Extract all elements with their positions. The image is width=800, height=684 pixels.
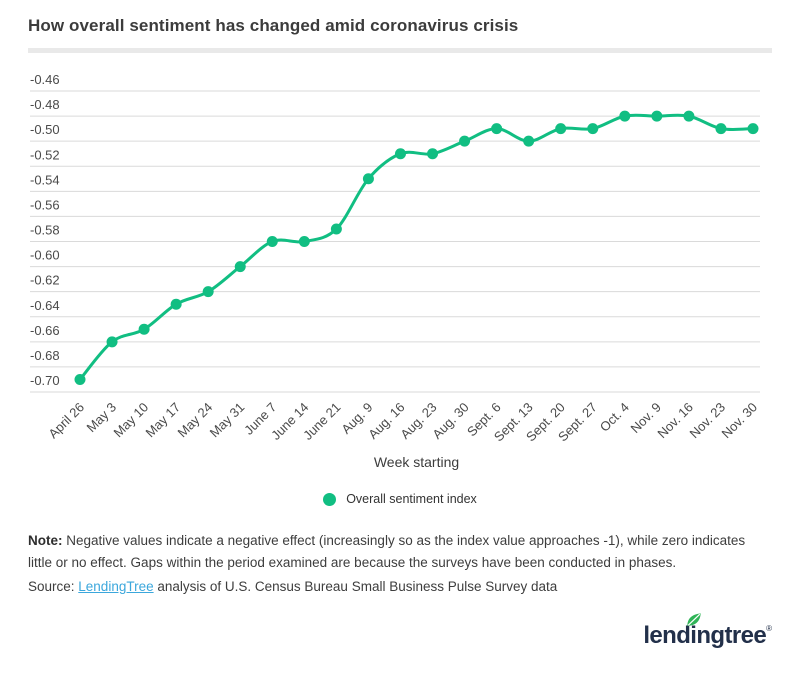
lendingtree-logo: lendingtree®: [643, 613, 772, 649]
data-point-aug-30: [459, 135, 471, 147]
y-tick-label: -0.62: [30, 273, 60, 288]
chart-legend: Overall sentiment index: [28, 492, 772, 506]
x-axis-title: Week starting: [374, 454, 459, 470]
y-tick-label: -0.66: [30, 323, 60, 338]
y-tick-label: -0.56: [30, 197, 60, 212]
data-point-june-7: [266, 236, 278, 247]
data-point-oct-4: [619, 110, 631, 122]
x-tick-label: Aug. 30: [429, 400, 471, 442]
legend-label: Overall sentiment index: [346, 492, 477, 506]
data-point-nov-30: [747, 123, 759, 135]
y-tick-label: -0.70: [30, 373, 60, 388]
y-tick-label: -0.50: [30, 122, 60, 137]
data-point-sept-13: [523, 135, 535, 147]
data-point-april-26: [74, 373, 86, 385]
chart-area: -0.46 -0.48 -0.50 -0.52 -0.54 -0.56 -0.58 -0.60…: [28, 67, 772, 482]
chart-card: How overall sentiment has changed amid c…: [0, 16, 800, 648]
data-point-nov-23: [715, 123, 727, 135]
page-title: How overall sentiment has changed amid c…: [28, 16, 519, 35]
leaf-icon: [687, 613, 701, 626]
data-point-sept-20: [555, 123, 567, 135]
x-tick-label: May 17: [143, 400, 184, 441]
data-point-may-17: [170, 298, 182, 310]
data-point-nov-16: [683, 110, 695, 122]
source-text: analysis of U.S. Census Bureau Small Bus…: [153, 579, 558, 594]
y-tick-label: -0.64: [30, 298, 60, 313]
y-tick-label: -0.46: [30, 72, 60, 87]
data-point-aug-9: [362, 173, 374, 185]
chart-source: Source: LendingTree analysis of U.S. Cen…: [28, 576, 772, 598]
note-text: Negative values indicate a negative effe…: [28, 533, 746, 570]
note-label: Note:: [28, 533, 63, 548]
x-tick-label: May 31: [207, 400, 248, 441]
x-tick-label: Oct. 4: [597, 400, 632, 435]
registered-mark: ®: [766, 624, 772, 633]
data-point-may-24: [202, 286, 214, 298]
data-point-may-10: [138, 323, 150, 335]
x-tick-label: May 10: [110, 400, 151, 441]
data-point-nov-9: [651, 110, 663, 122]
title-separator: [28, 48, 772, 53]
data-point-june-21: [330, 223, 342, 235]
data-point-sept-27: [587, 123, 599, 135]
logo-text: lendingtree: [643, 622, 767, 649]
y-tick-label: -0.58: [30, 223, 60, 238]
series-line: [78, 113, 754, 381]
sentiment-line-chart: -0.46 -0.48 -0.50 -0.52 -0.54 -0.56 -0.58 -0.60…: [30, 72, 761, 470]
y-tick-label: -0.52: [30, 147, 60, 162]
source-label: Source:: [28, 579, 79, 594]
legend-marker-icon: [323, 492, 337, 506]
y-tick-label: -0.60: [30, 248, 60, 263]
footer-branding: lendingtree®: [28, 613, 772, 649]
y-tick-label: -0.54: [30, 172, 60, 187]
data-point-aug-23: [427, 148, 439, 160]
data-point-aug-16: [394, 148, 406, 160]
data-point-june-14: [298, 236, 310, 247]
source-link[interactable]: LendingTree: [78, 579, 154, 594]
x-tick-label: Nov. 30: [719, 400, 761, 442]
data-point-may-31: [234, 261, 246, 273]
y-tick-label: -0.68: [30, 348, 60, 363]
data-point-sept-6: [491, 123, 503, 135]
x-tick-label: April 26: [45, 400, 87, 442]
y-tick-label: -0.48: [30, 97, 60, 112]
data-point-may-3: [106, 336, 118, 348]
chart-note: Note: Negative values indicate a negativ…: [28, 530, 772, 574]
x-tick-label: May 24: [175, 400, 216, 441]
